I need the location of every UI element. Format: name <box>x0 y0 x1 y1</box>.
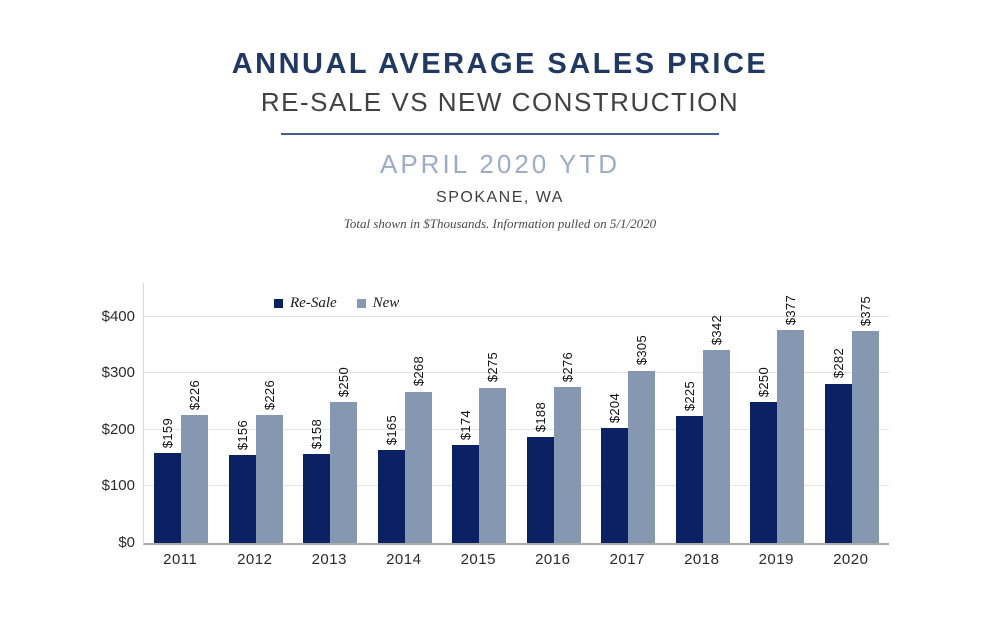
legend-item-resale: Re-Sale <box>274 295 337 312</box>
bar-group-2011: $159 $226 <box>144 283 219 543</box>
x-tick-label-2016: 2016 <box>535 551 571 568</box>
bar-group-2016: $188 $276 <box>517 283 592 543</box>
bar-group-2013: $158 $250 <box>293 283 368 543</box>
chart-legend: Re-Sale New <box>274 295 399 312</box>
bar-resale-2018 <box>675 415 703 543</box>
bar-new-2017 <box>628 370 656 543</box>
y-tick-label: $400 <box>101 307 135 325</box>
new-swatch-icon <box>356 299 366 308</box>
bar-value-label: $225 <box>681 380 697 411</box>
bar-new-2014 <box>404 391 432 543</box>
bar-new-2015 <box>479 387 507 543</box>
bar-value-label: $268 <box>410 356 426 387</box>
x-tick-label-2011: 2011 <box>163 551 198 568</box>
bar-value-label: $282 <box>830 348 846 379</box>
bar-group-2020: $282 $375 <box>815 283 890 543</box>
title-divider-line <box>281 133 719 135</box>
gridline-300 <box>144 372 889 374</box>
bar-group-2014: $165 $268 <box>368 283 443 543</box>
bar-resale-2013 <box>303 453 331 543</box>
bar-new-2016 <box>553 387 581 543</box>
bar-chart-plot-area: $159 $226 $156 $226 $158 $250 $165 $268 $174 $275… <box>143 283 889 545</box>
gridline-100 <box>144 485 889 487</box>
bar-value-label: $250 <box>756 366 772 397</box>
bar-value-label: $158 <box>309 418 325 449</box>
fine-print-note: Total shown in $Thousands. Information p… <box>343 216 657 231</box>
x-tick-label-2014: 2014 <box>386 551 422 568</box>
bar-value-label: $276 <box>559 351 575 382</box>
bar-group-2018: $225 $342 <box>666 283 741 543</box>
bar-resale-2016 <box>526 436 554 543</box>
x-tick-label-2020: 2020 <box>833 551 869 568</box>
bar-value-label: $250 <box>336 366 352 397</box>
bar-value-label: $204 <box>607 392 623 423</box>
bar-value-label: $156 <box>234 419 250 450</box>
bar-resale-2015 <box>452 444 480 543</box>
y-tick-label: $300 <box>101 364 135 382</box>
y-tick-label: $0 <box>118 534 135 551</box>
bar-resale-2019 <box>750 401 778 543</box>
bar-value-label: $375 <box>857 295 873 327</box>
x-axis-labels: 2011 2012 2013 2014 2015 2016 2017 2018 2019 2020 <box>143 551 888 568</box>
bar-value-label: $226 <box>187 380 203 411</box>
bar-value-label: $342 <box>708 314 724 345</box>
bar-group-2012: $156 $226 <box>219 283 294 543</box>
bar-resale-2012 <box>228 454 256 543</box>
bar-value-label: $305 <box>634 335 650 366</box>
x-tick-label-2017: 2017 <box>609 551 645 568</box>
gridline-200 <box>144 428 889 430</box>
period-label: APRIL 2020 YTD <box>380 149 620 179</box>
bar-resale-2011 <box>154 453 182 543</box>
resale-swatch-icon <box>274 299 283 308</box>
x-tick-label-2019: 2019 <box>758 551 794 568</box>
bar-new-2018 <box>702 349 730 543</box>
x-tick-label-2012: 2012 <box>237 551 273 568</box>
bar-resale-2014 <box>377 449 405 543</box>
x-tick-label-2018: 2018 <box>684 551 720 568</box>
bar-resale-2020 <box>824 383 852 543</box>
bar-resale-2017 <box>601 427 629 543</box>
y-tick-label: $100 <box>101 477 135 495</box>
x-tick-label-2015: 2015 <box>460 551 496 568</box>
bar-value-label: $226 <box>261 380 277 411</box>
bar-new-2019 <box>777 329 805 543</box>
bar-value-label: $174 <box>458 409 474 440</box>
x-tick-label-2013: 2013 <box>311 551 347 568</box>
chart-header: ANNUAL AVERAGE SALES PRICE RE-SALE VS NE… <box>0 0 1000 232</box>
y-tick-label: $200 <box>101 420 135 438</box>
page-subtitle: RE-SALE VS NEW CONSTRUCTION <box>260 87 740 117</box>
bar-new-2012 <box>255 415 283 543</box>
bar-value-label: $165 <box>383 414 399 445</box>
legend-label-resale: Re-Sale <box>290 295 337 311</box>
bar-groups-container: $159 $226 $156 $226 $158 $250 $165 $268 $174 $275… <box>144 283 889 543</box>
page-title: ANNUAL AVERAGE SALES PRICE <box>231 48 769 80</box>
location-label: SPOKANE, WA <box>436 189 564 206</box>
bar-new-2013 <box>330 401 358 543</box>
y-axis-labels: $0 $100 $200 $300 $400 <box>60 283 135 551</box>
bar-group-2017: $204 $305 <box>591 283 666 543</box>
bar-new-2020 <box>851 331 879 543</box>
gridline-400 <box>144 315 889 317</box>
bar-value-label: $275 <box>485 352 501 383</box>
bar-value-label: $188 <box>532 401 548 432</box>
bar-group-2015: $174 $275 <box>442 283 517 543</box>
bar-value-label: $159 <box>160 418 176 449</box>
bar-group-2019: $250 $377 <box>740 283 815 543</box>
bar-value-label: $377 <box>783 294 799 325</box>
legend-label-new: New <box>372 295 400 311</box>
bar-new-2011 <box>181 415 209 543</box>
legend-item-new: New <box>356 295 400 312</box>
